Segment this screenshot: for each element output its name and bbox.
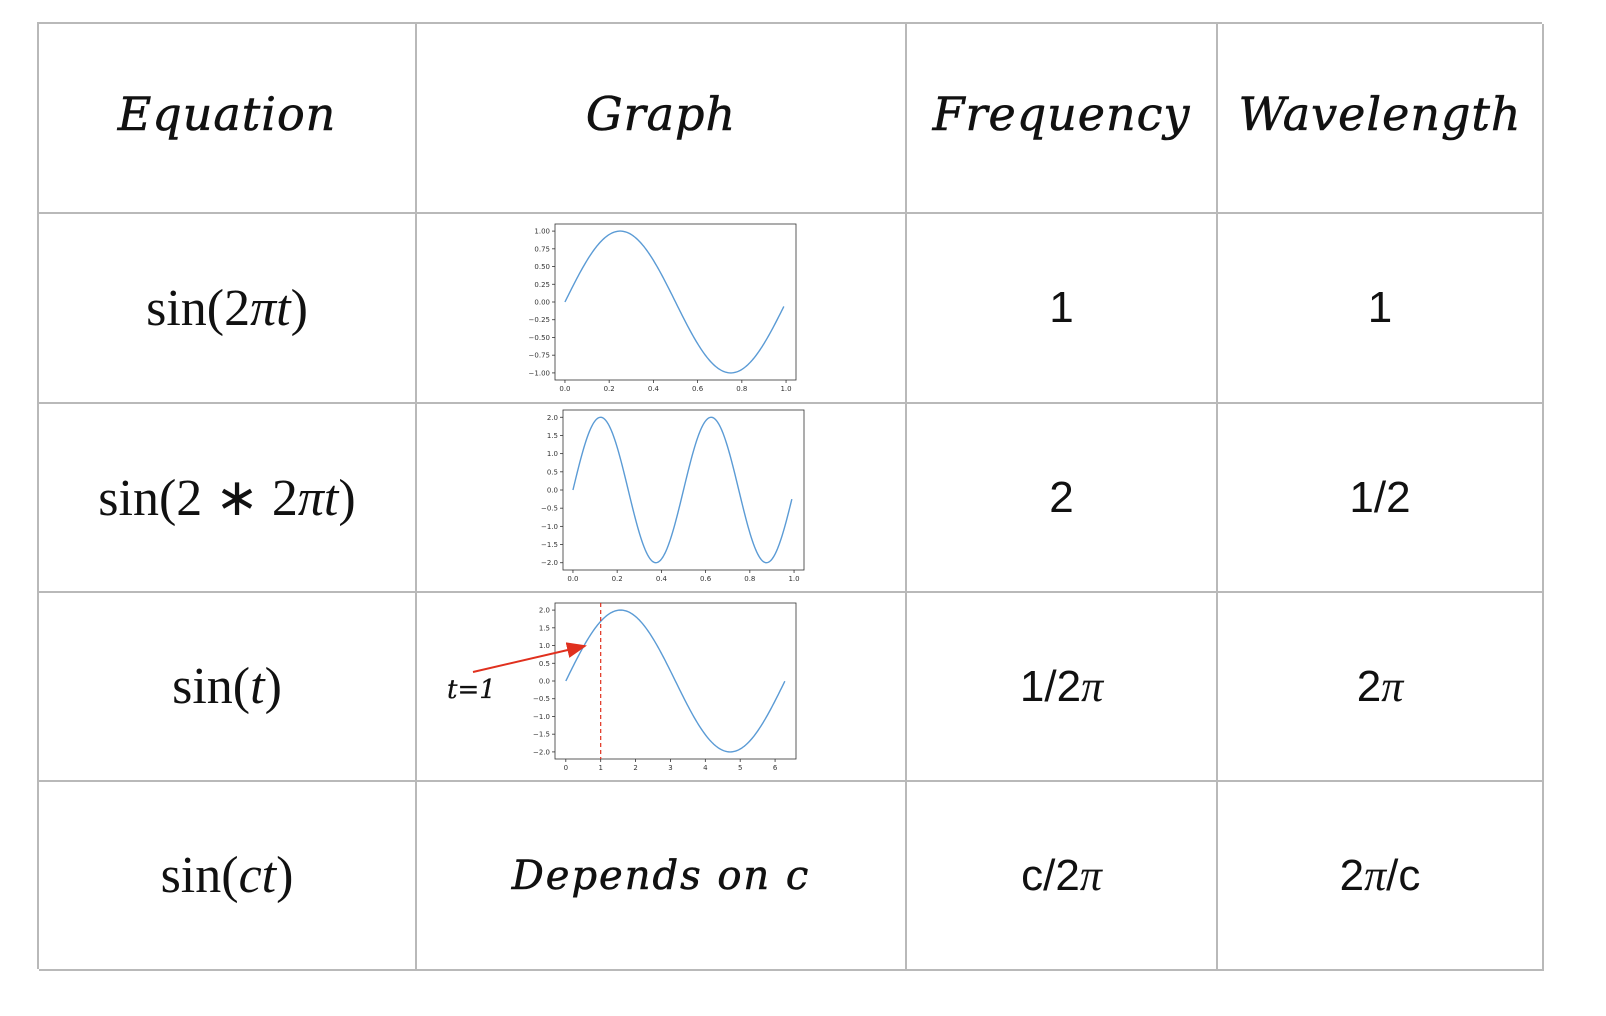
equation-text: sin(2 ∗ 2πt) [98,469,356,527]
equation-text: sin(ct) [160,847,294,904]
y-tick-label: 0.0 [539,678,550,686]
row1-wavelength: 1 [1218,214,1544,404]
x-tick-label: 0.4 [656,575,668,583]
sine-series-line [564,230,785,374]
sine-plot-1: 1.00 0.75 0.50 0.25 0.00 −0.25 −0.50 −0.75 −1.00… [529,223,797,393]
frequency-value: 2 [1049,472,1074,522]
y-tick-label: 1.00 [534,228,550,236]
annotation-arrow [472,642,587,673]
row4-wavelength: 2π/c [1218,782,1544,971]
frequency-value: c/2π [1021,851,1102,900]
equation-text: sin(t) [172,658,282,715]
row2-frequency: 2 [907,404,1218,593]
x-tick-label: 3 [668,764,672,772]
y-tick-label: −1.0 [533,713,550,721]
y-tick-label: −0.5 [533,695,550,703]
header-frequency-label: Frequency [932,87,1191,142]
row4-graph: Depends on c [417,782,907,971]
x-tick-label: 5 [738,764,742,772]
y-tick-label: −0.75 [529,352,550,360]
x-tick-label: 1.0 [788,575,799,583]
y-tick-label: 0.25 [534,281,550,289]
header-equation: Equation [39,24,417,214]
y-tick-label: −0.25 [529,316,550,324]
row1-graph: 1.00 0.75 0.50 0.25 0.00 −0.25 −0.50 −0.75 −1.00… [417,214,907,404]
y-tick-label: 0.5 [547,468,558,476]
x-tick-label: 0.2 [604,385,615,393]
x-tick-label: 1.0 [780,385,791,393]
equation-text: sin(2πt) [146,279,308,337]
y-tick-label: −2.0 [533,748,550,756]
header-wavelength-label: Wavelength [1238,87,1522,142]
y-tick-label: −1.0 [541,523,558,531]
header-graph-label: Graph [585,87,737,142]
row1-frequency: 1 [907,214,1218,404]
x-tick-label: 6 [773,764,778,772]
y-tick-label: −1.00 [529,369,550,377]
y-tick-label: −0.5 [541,505,558,513]
x-tick-label: 0.6 [700,575,712,583]
y-tick-label: −1.5 [541,541,558,549]
y-tick-label: 2.0 [547,414,558,422]
y-tick-label: 1.0 [547,450,558,458]
y-tick-label: 1.0 [539,642,550,650]
sine-wave-table: Equation Graph Frequency Wavelength sin(… [37,22,1544,971]
wavelength-value: 2π/c [1339,851,1421,900]
wavelength-value: 1 [1367,283,1393,332]
frequency-value: 1/2π [1019,662,1104,711]
x-tick-label: 0.6 [692,385,704,393]
wavelength-value: 1/2 [1349,472,1411,522]
frequency-value: 1 [1049,283,1074,332]
row2-graph: 2.0 1.5 1.0 0.5 0.0 −0.5 −1.0 −1.5 −2.0 0.0 0.2 0.4… [417,404,907,593]
y-tick-label: 0.75 [534,245,550,253]
sine-plot-2: 2.0 1.5 1.0 0.5 0.0 −0.5 −1.0 −1.5 −2.0 0.0 0.2 0.4… [541,409,805,583]
y-tick-label: 0.5 [539,660,550,668]
row2-equation: sin(2 ∗ 2πt) [39,404,417,593]
header-equation-label: Equation [117,87,337,142]
row3-graph: 2.0 1.5 1.0 0.5 0.0 −0.5 −1.0 −1.5 −2.0 0 1 2 3 4 5 6 t… [417,593,907,782]
row3-wavelength: 2π [1218,593,1544,782]
sine-series-line [572,416,793,564]
row4-frequency: c/2π [907,782,1218,971]
x-tick-label: 0.2 [612,575,623,583]
x-tick-label: 1 [598,764,602,772]
x-tick-label: 0.0 [559,385,570,393]
y-tick-label: −2.0 [541,559,558,567]
x-tick-label: 0.8 [736,385,747,393]
row3-equation: sin(t) [39,593,417,782]
x-tick-label: 0.4 [648,385,660,393]
row3-frequency: 1/2π [907,593,1218,782]
row1-equation: sin(2πt) [39,214,417,404]
y-tick-label: −0.50 [529,334,550,342]
x-tick-label: 4 [703,764,708,772]
y-tick-label: 1.5 [547,432,558,440]
x-tick-label: 0.8 [744,575,755,583]
y-tick-label: 1.5 [539,624,550,632]
row2-wavelength: 1/2 [1218,404,1544,593]
sine-plot-3: 2.0 1.5 1.0 0.5 0.0 −0.5 −1.0 −1.5 −2.0 0 1 2 3 4 5 6 [533,602,797,772]
header-wavelength: Wavelength [1218,24,1544,214]
x-tick-label: 0 [564,764,568,772]
x-tick-label: 2 [633,764,637,772]
y-tick-label: 0.50 [534,263,550,271]
x-tick-label: 0.0 [567,575,578,583]
sine-series-line [565,609,786,753]
y-tick-label: 0.00 [534,299,550,307]
depends-on-c-text: Depends on c [511,852,811,899]
header-frequency: Frequency [907,24,1218,214]
y-tick-label: −1.5 [533,731,550,739]
y-tick-label: 0.0 [547,487,558,495]
row4-equation: sin(ct) [39,782,417,971]
header-graph: Graph [417,24,907,214]
y-tick-label: 2.0 [539,607,550,615]
wavelength-value: 2π [1356,662,1404,711]
t1-annotation: t=1 [447,675,496,705]
